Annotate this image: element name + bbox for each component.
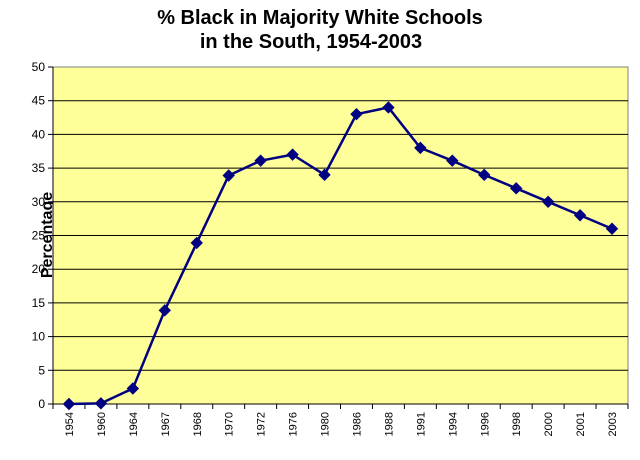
x-tick-label-1994: 1994 xyxy=(447,412,459,436)
y-tick-label-50: 50 xyxy=(32,60,46,74)
data-point-1998 xyxy=(509,182,523,195)
y-tick-label-5: 5 xyxy=(38,363,45,377)
x-tick-label-2000: 2000 xyxy=(543,412,555,436)
data-point-1960 xyxy=(94,397,108,410)
x-tick-label-1968: 1968 xyxy=(192,412,204,436)
y-tick-label-45: 45 xyxy=(32,94,46,108)
data-point-1954 xyxy=(62,397,76,411)
data-point-1988 xyxy=(382,101,395,114)
chart-title-line-1: % Black in Majority White Schools xyxy=(157,7,483,29)
x-tick-label-2003: 2003 xyxy=(607,412,619,436)
x-tick-label-1960: 1960 xyxy=(96,412,108,436)
data-point-1964 xyxy=(126,382,140,395)
y-tick-label-35: 35 xyxy=(32,161,46,175)
x-tick-label-2001: 2001 xyxy=(575,412,587,436)
data-point-2003 xyxy=(605,222,619,235)
y-tick-label-20: 20 xyxy=(32,262,46,276)
data-point-1970 xyxy=(222,169,235,182)
data-point-2000 xyxy=(541,195,555,209)
y-tick-label-15: 15 xyxy=(32,296,46,310)
x-tick-label-1976: 1976 xyxy=(288,412,300,436)
data-point-1976 xyxy=(286,148,299,161)
data-point-1996 xyxy=(478,168,491,182)
y-tick-label-10: 10 xyxy=(32,330,46,344)
data-point-1980 xyxy=(318,168,331,182)
series-line xyxy=(68,106,613,406)
x-tick-label-1970: 1970 xyxy=(224,412,236,436)
x-tick-label-1988: 1988 xyxy=(383,412,395,436)
data-point-1968 xyxy=(190,236,203,250)
data-point-1972 xyxy=(254,154,267,167)
data-point-1991 xyxy=(414,141,427,155)
x-tick-label-1996: 1996 xyxy=(479,412,491,436)
y-tick-label-0: 0 xyxy=(38,397,45,411)
x-tick-label-1972: 1972 xyxy=(256,412,268,436)
data-point-2001 xyxy=(573,209,587,222)
x-tick-label-1954: 1954 xyxy=(64,412,76,436)
y-tick-label-40: 40 xyxy=(32,127,46,141)
chart-title: % Black in Majority White Schools in the… xyxy=(0,6,640,54)
x-tick-label-1964: 1964 xyxy=(128,412,140,436)
x-tick-label-1980: 1980 xyxy=(320,412,332,436)
x-tick-label-1998: 1998 xyxy=(511,412,523,436)
chart-title-line-2: in the South, 1954-2003 xyxy=(199,31,423,53)
x-tick-label-1991: 1991 xyxy=(415,412,427,436)
y-tick-label-30: 30 xyxy=(32,195,46,209)
x-tick-label-1967: 1967 xyxy=(160,412,172,436)
data-point-1967 xyxy=(158,304,172,317)
x-tick-label-1986: 1986 xyxy=(351,412,363,436)
data-point-1994 xyxy=(446,154,459,167)
data-point-1986 xyxy=(350,107,363,121)
y-tick-label-25: 25 xyxy=(32,229,46,243)
